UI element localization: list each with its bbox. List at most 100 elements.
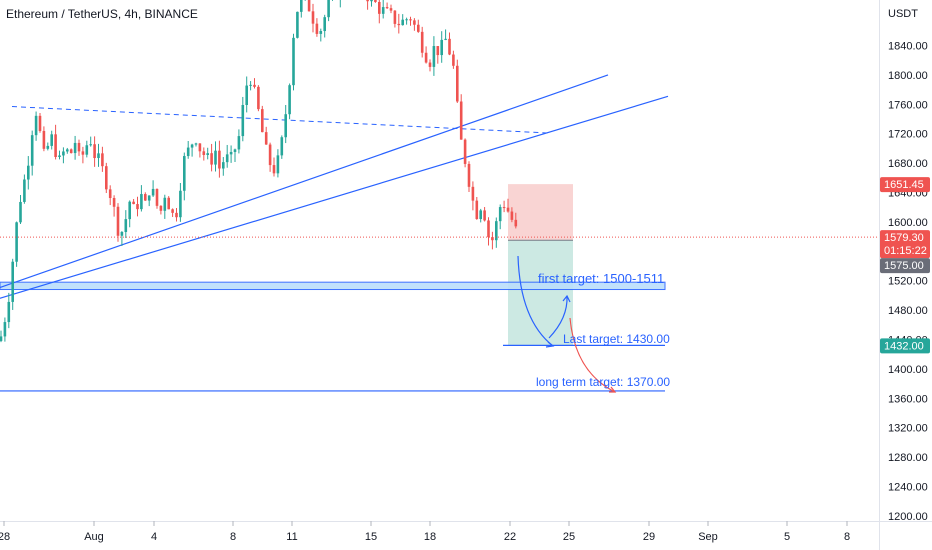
- y-tick-label: 1840.00: [888, 41, 928, 53]
- candle-body: [38, 115, 42, 131]
- candle-body: [417, 24, 420, 32]
- time-axis[interactable]: 28 Aug 4 8 11 15 18 22 25 29 Sep 5 8: [0, 521, 850, 543]
- candle-body: [432, 46, 436, 67]
- candle-body: [73, 142, 77, 154]
- x-tick-label: 22: [504, 531, 516, 543]
- x-tick-label: Sep: [698, 531, 718, 543]
- candle-body: [132, 201, 135, 205]
- candle-body: [27, 165, 30, 180]
- candle-body: [280, 137, 284, 156]
- candle-body: [124, 219, 128, 232]
- drawn-lines[interactable]: [0, 74, 669, 392]
- candle-body: [89, 144, 92, 146]
- candle-body: [264, 132, 268, 145]
- candle-body: [151, 188, 155, 196]
- upper-channel-line: [0, 74, 609, 289]
- candle-body: [7, 301, 11, 323]
- candle-body: [261, 109, 264, 133]
- candle-body: [315, 23, 319, 34]
- x-tick-label: 15: [365, 531, 377, 543]
- target-price-text: 1432.00: [884, 340, 924, 352]
- symbol-title[interactable]: Ethereum / TetherUS, 4h, BINANCE: [6, 7, 198, 21]
- y-tick-label: 1800.00: [888, 70, 928, 82]
- candle-body: [498, 207, 502, 222]
- support-zone[interactable]: [0, 281, 666, 291]
- candle-body: [514, 219, 518, 227]
- y-tick-label: 1680.00: [888, 158, 928, 170]
- candle-body: [487, 220, 490, 238]
- candle-body: [253, 84, 256, 87]
- candles: [0, 0, 518, 343]
- candle-body: [140, 194, 143, 210]
- position-tool[interactable]: [508, 184, 573, 346]
- candle-body: [296, 11, 299, 38]
- candle-body: [190, 144, 194, 148]
- candle-body: [116, 206, 120, 236]
- candle-body: [66, 149, 69, 152]
- candle-body: [456, 65, 459, 102]
- candle-body: [58, 155, 61, 157]
- candle-body: [159, 205, 163, 211]
- first-target-label[interactable]: first target: 1500-1511: [538, 271, 664, 286]
- candle-body: [19, 201, 22, 223]
- candle-body: [175, 212, 178, 218]
- x-tick-label: 11: [286, 531, 297, 543]
- candle-body: [448, 38, 451, 55]
- candle-body: [327, 0, 330, 18]
- candle-body: [502, 207, 506, 209]
- candle-body: [413, 20, 416, 25]
- candle-body: [120, 231, 124, 236]
- long-term-target-label[interactable]: long term target: 1370.00: [536, 375, 670, 389]
- candle-body: [218, 150, 221, 169]
- y-tick-label: 1280.00: [888, 452, 928, 464]
- x-tick-label: 8: [844, 531, 850, 543]
- candle-body: [69, 149, 73, 154]
- candle-body: [463, 139, 467, 164]
- candle-body: [112, 198, 116, 207]
- candle-body: [179, 190, 182, 218]
- candle-body: [245, 85, 248, 105]
- entry-price-text: 1575.00: [884, 260, 924, 272]
- x-tick-label: 8: [230, 531, 236, 543]
- candle-body: [163, 197, 167, 211]
- candle-body: [3, 322, 7, 337]
- candle-body: [210, 153, 213, 165]
- candle-body: [147, 195, 151, 201]
- candle-body: [97, 153, 100, 159]
- candle-body: [444, 38, 447, 40]
- x-tick-label: Aug: [84, 531, 104, 543]
- stop-price-badge: [880, 177, 930, 193]
- y-tick-label: 1480.00: [888, 305, 928, 317]
- arrow-head: [562, 294, 571, 303]
- candle-body: [85, 145, 89, 155]
- candle-body: [424, 52, 428, 63]
- candle-body: [46, 145, 50, 149]
- candle-body: [241, 104, 245, 137]
- candle-body: [105, 166, 108, 190]
- candle-body: [257, 86, 260, 110]
- candle-body: [452, 54, 455, 66]
- stop-price-text: 1651.45: [884, 179, 924, 191]
- candle-body: [495, 221, 498, 241]
- candle-body: [194, 143, 198, 145]
- candle-body: [506, 207, 510, 212]
- candle-body: [77, 142, 81, 152]
- candle-body: [288, 85, 291, 115]
- y-tick-label: 1760.00: [888, 99, 928, 111]
- candle-body: [237, 136, 241, 150]
- target-price-badge: [880, 338, 930, 354]
- last-target-label[interactable]: Last target: 1430.00: [563, 332, 670, 346]
- candle-body: [272, 165, 276, 174]
- candle-body: [42, 130, 46, 149]
- candle-body: [370, 0, 373, 2]
- candle-body: [198, 143, 202, 152]
- candle-body: [405, 19, 408, 21]
- current-price-text: 1579.30: [884, 232, 924, 244]
- x-tick-label: 25: [563, 531, 575, 543]
- support-zone-rect: [0, 281, 666, 291]
- arrow-head: [609, 386, 617, 393]
- y-tick-label: 1320.00: [888, 423, 928, 435]
- candle-body: [186, 147, 190, 157]
